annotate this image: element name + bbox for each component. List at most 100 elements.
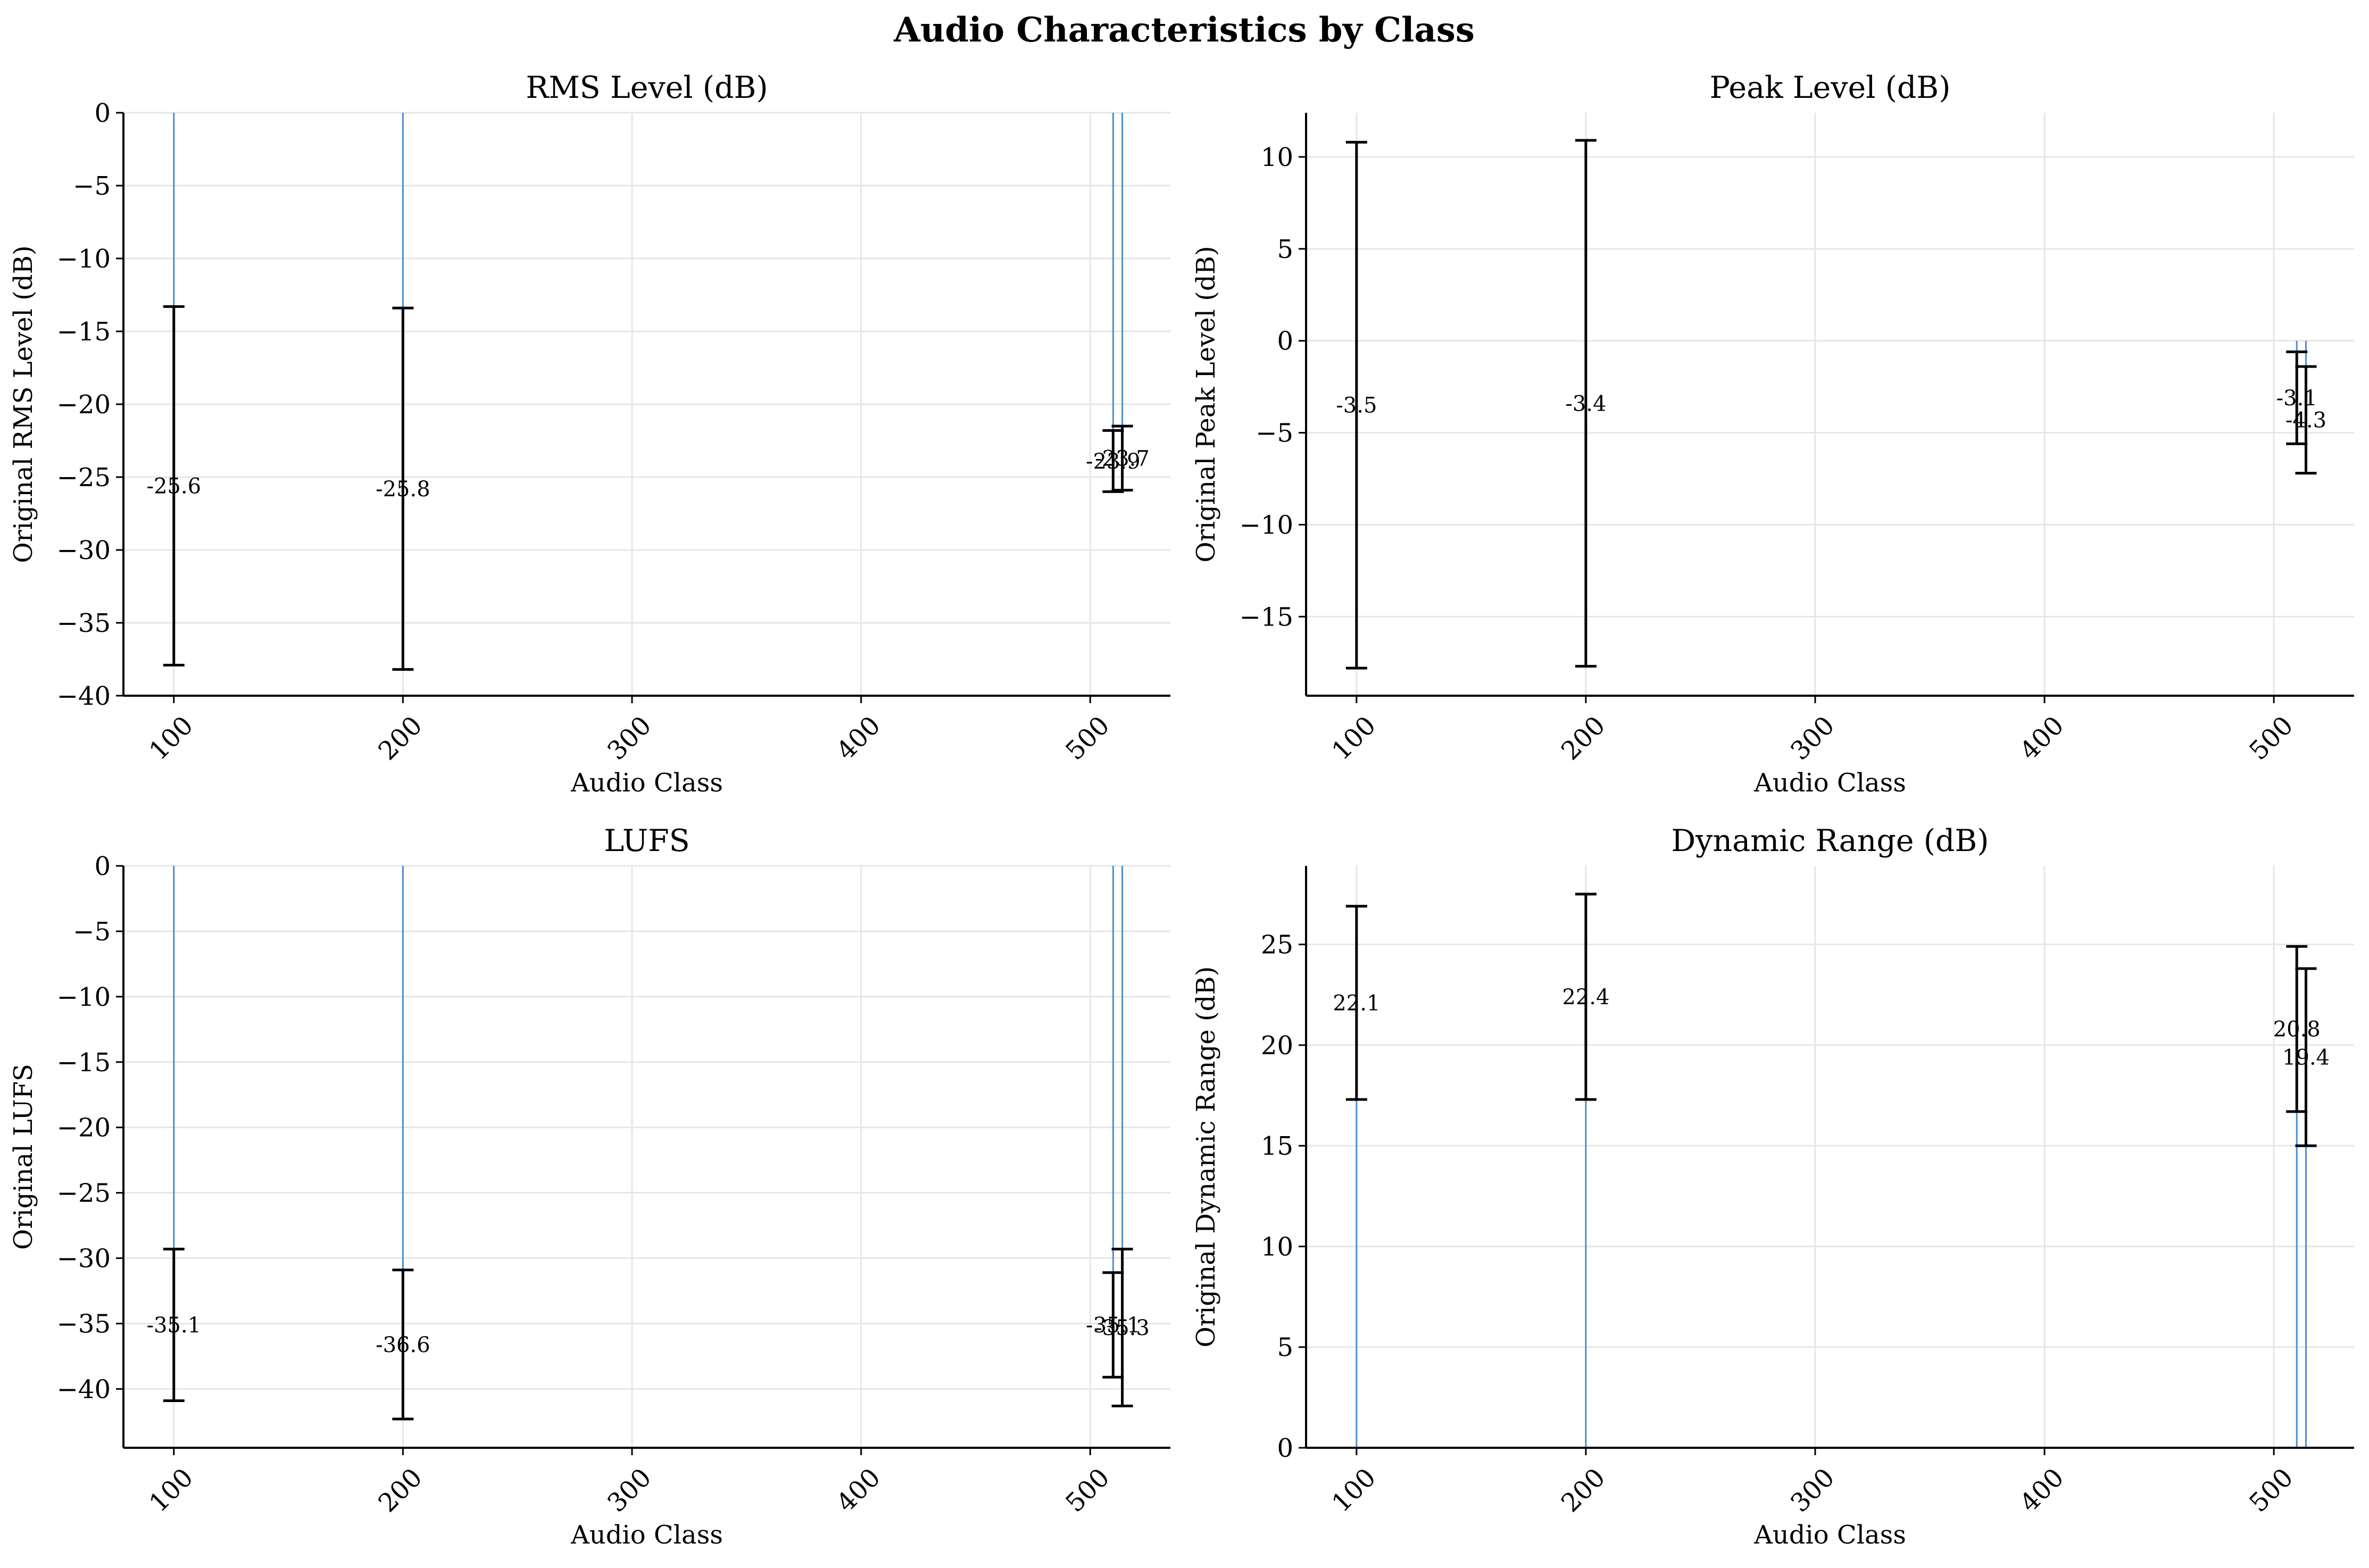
bar — [2296, 1029, 2298, 1448]
bar — [1121, 866, 1124, 1328]
x-tick-label: 400 — [831, 711, 886, 766]
subplot-title: LUFS — [604, 823, 689, 858]
data-label: -36.6 — [376, 1333, 430, 1357]
subplot-title: Dynamic Range (dB) — [1671, 823, 1989, 858]
error-bar — [1575, 893, 1597, 1101]
y-tick-label: −25 — [57, 463, 111, 493]
y-axis-label: Original Dynamic Range (dB) — [1191, 966, 1221, 1348]
data-label: -25.6 — [146, 474, 201, 498]
x-tick-label: 500 — [2243, 1463, 2299, 1518]
y-tick-label: 15 — [1261, 1131, 1293, 1161]
error-bar — [2286, 945, 2308, 1113]
y-tick-label: −35 — [57, 1309, 111, 1339]
y-tick-label: −5 — [1256, 419, 1293, 448]
x-axis-label: Audio Class — [1753, 1520, 1906, 1550]
error-bar — [1111, 424, 1133, 492]
x-tick-label: 200 — [372, 711, 428, 766]
bar — [402, 113, 404, 489]
bar — [173, 866, 175, 1325]
data-label: -35.3 — [1095, 1316, 1150, 1340]
subplot-4: 22.1 22.4 20.8 19.4 100 200 300 400 500 0 5 10 15 20 2… — [1191, 823, 2354, 1550]
y-tick-label: 10 — [1261, 1232, 1293, 1262]
y-tick-label: 0 — [1277, 1433, 1293, 1463]
bar — [1121, 113, 1124, 458]
x-tick-label: 100 — [144, 711, 199, 766]
y-tick-label: −15 — [1240, 602, 1293, 632]
error-bar — [1102, 1271, 1124, 1379]
subplot-1: -25.6 -25.8 -23.9-23.7 100 200 300 400 500 0 −5 −1… — [9, 70, 1170, 798]
bar — [1112, 866, 1114, 1325]
figure-title: Audio Characteristics by Class — [893, 10, 1475, 50]
x-axis-label: Audio Class — [570, 768, 723, 798]
bar — [402, 866, 404, 1345]
x-tick-label: 100 — [144, 1463, 199, 1518]
data-label: -3.1 — [2276, 386, 2317, 411]
y-tick-label: −15 — [57, 1048, 111, 1078]
x-tick-label: 400 — [2014, 1463, 2069, 1518]
error-bar — [392, 306, 414, 671]
y-tick-label: −25 — [57, 1179, 111, 1208]
y-tick-label: 5 — [1277, 235, 1293, 264]
y-tick-label: −20 — [57, 390, 111, 420]
x-tick-label: 300 — [602, 1463, 657, 1518]
bar — [1356, 1003, 1358, 1448]
error-bar — [2295, 967, 2317, 1147]
data-label: -4.3 — [2285, 408, 2326, 432]
x-tick-label: 100 — [1326, 711, 1382, 766]
y-tick-label: −40 — [57, 681, 111, 711]
x-tick-label: 300 — [1785, 1463, 1840, 1518]
bar — [1112, 113, 1114, 461]
y-tick-label: −10 — [1240, 510, 1293, 540]
error-bar — [1345, 905, 1367, 1101]
y-tick-label: 0 — [94, 98, 111, 128]
data-label: -35.1 — [1086, 1313, 1141, 1338]
error-bar — [1345, 140, 1367, 670]
x-tick-label: 400 — [831, 1463, 886, 1518]
y-tick-label: −30 — [57, 1244, 111, 1274]
data-label: -25.8 — [376, 477, 430, 502]
x-tick-label: 200 — [372, 1463, 428, 1518]
y-tick-label: −15 — [57, 317, 111, 347]
x-tick-label: 500 — [2243, 711, 2299, 766]
subplot-title: RMS Level (dB) — [526, 70, 768, 105]
y-tick-label: 0 — [1277, 327, 1293, 356]
data-label: 22.4 — [1562, 985, 1609, 1010]
error-bar — [1111, 1247, 1133, 1407]
error-bar — [163, 1247, 185, 1402]
y-tick-label: −20 — [57, 1113, 111, 1143]
x-tick-label: 500 — [1060, 1463, 1115, 1518]
y-axis-label: Original Peak Level (dB) — [1191, 246, 1221, 562]
bar — [1585, 997, 1587, 1448]
data-label: -35.1 — [146, 1313, 201, 1338]
data-label: -3.4 — [1565, 391, 1606, 416]
error-bar — [1575, 139, 1597, 668]
x-axis-label: Audio Class — [1753, 768, 1906, 798]
data-label: -23.9 — [1086, 449, 1141, 474]
error-bar — [392, 1269, 414, 1421]
data-label: 20.8 — [2273, 1017, 2321, 1042]
x-axis-label: Audio Class — [570, 1520, 723, 1550]
data-label: 22.1 — [1333, 991, 1380, 1015]
x-tick-label: 300 — [602, 711, 657, 766]
data-label: -3.5 — [1336, 394, 1377, 418]
y-tick-label: −10 — [57, 244, 111, 274]
x-tick-label: 300 — [1785, 711, 1840, 766]
y-tick-label: −40 — [57, 1374, 111, 1404]
y-axis-label: Original LUFS — [9, 1064, 38, 1250]
y-tick-label: 0 — [94, 852, 111, 881]
x-tick-label: 500 — [1060, 711, 1115, 766]
x-tick-label: 400 — [2014, 711, 2069, 766]
subplot-2: -3.5 -3.4 -3.1-4.3 100 200 300 400 500 10 5 0 −5 −10… — [1191, 70, 2354, 798]
y-tick-label: 25 — [1261, 930, 1293, 960]
y-tick-label: 20 — [1261, 1031, 1293, 1061]
data-label: 19.4 — [2282, 1046, 2330, 1070]
y-tick-label: −35 — [57, 608, 111, 638]
y-tick-label: −5 — [73, 917, 111, 947]
error-bar — [163, 305, 185, 666]
error-bar — [2295, 365, 2317, 475]
x-tick-label: 100 — [1326, 1463, 1382, 1518]
data-label: -23.7 — [1095, 446, 1150, 471]
x-tick-label: 200 — [1556, 1463, 1611, 1518]
